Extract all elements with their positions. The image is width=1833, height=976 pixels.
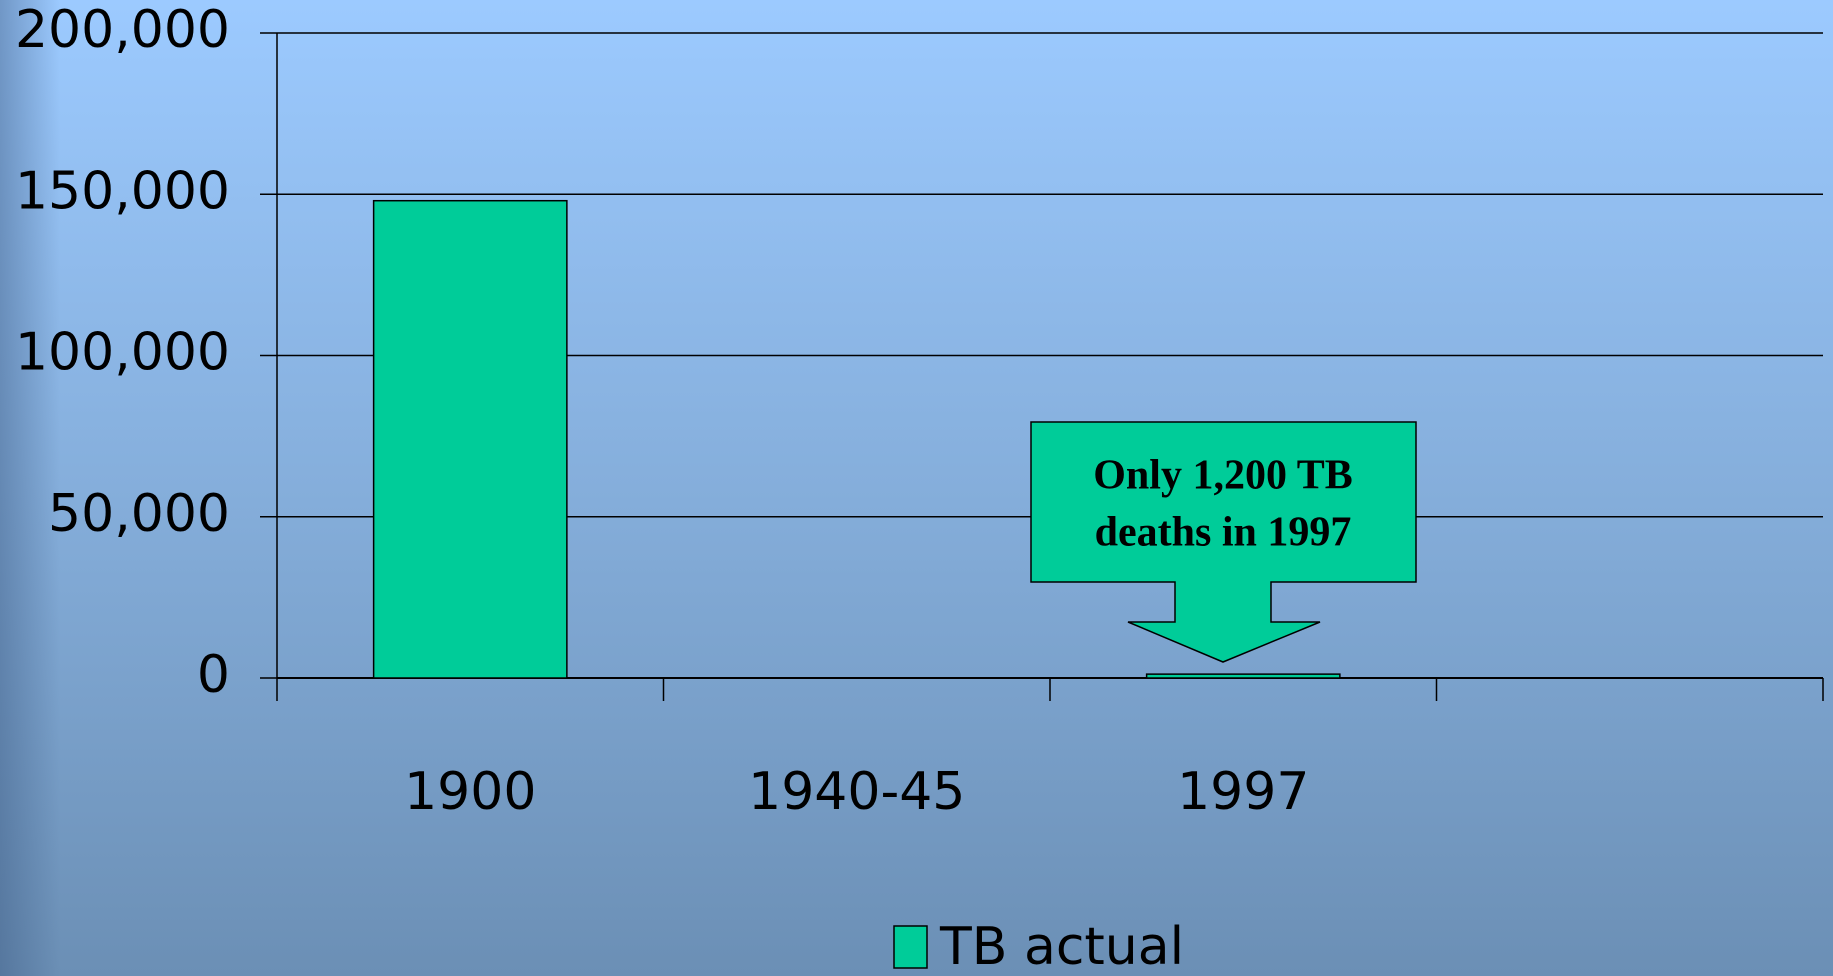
x-tick-label: 1900 bbox=[404, 762, 536, 822]
y-tick-label: 100,000 bbox=[15, 323, 230, 383]
y-tick-label: 150,000 bbox=[15, 161, 230, 221]
x-tick-label: 1940-45 bbox=[748, 762, 965, 822]
bar bbox=[372, 199, 568, 679]
annotation-callout bbox=[1030, 421, 1417, 663]
legend-label: TB actual bbox=[939, 917, 1184, 976]
legend-swatch bbox=[893, 925, 928, 969]
bar bbox=[1145, 673, 1341, 679]
annotation-text: deaths in 1997 bbox=[1095, 510, 1352, 556]
background-edge bbox=[0, 0, 60, 976]
x-tick-label: 1997 bbox=[1177, 762, 1309, 822]
y-tick-label: 200,000 bbox=[15, 0, 230, 60]
y-tick-label: 50,000 bbox=[48, 484, 230, 544]
y-tick-label: 0 bbox=[197, 645, 230, 705]
annotation-text: Only 1,200 TB bbox=[1093, 453, 1352, 499]
